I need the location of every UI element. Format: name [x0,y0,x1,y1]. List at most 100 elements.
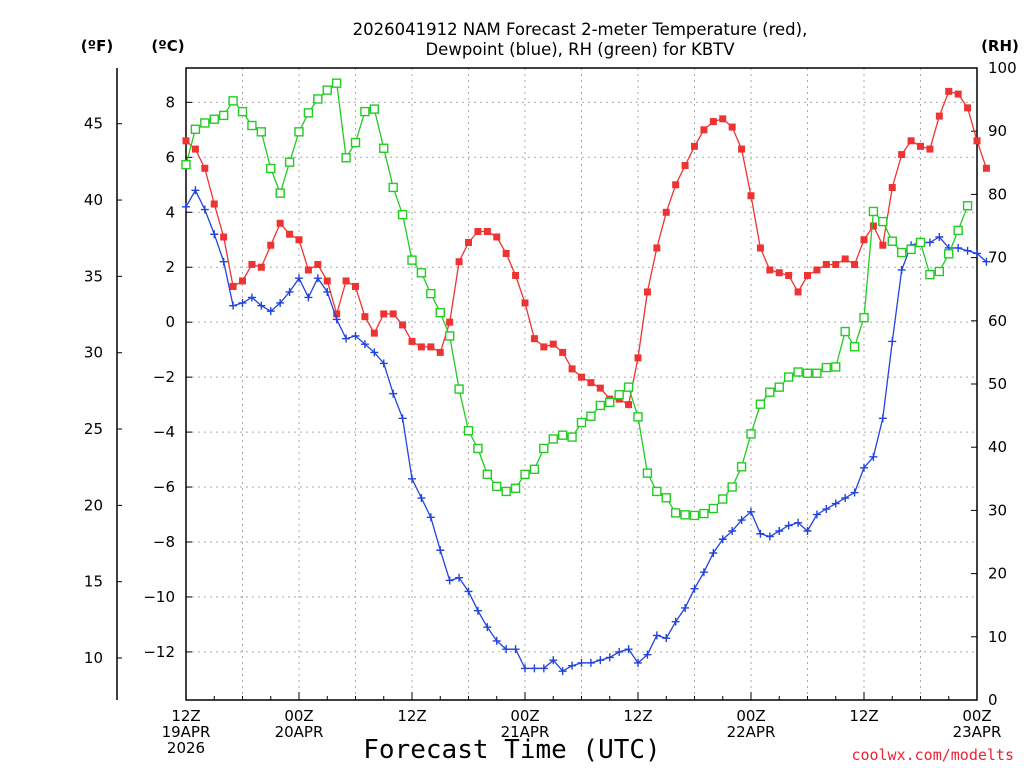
rh-point [906,244,916,255]
rh-point [953,225,963,236]
2-meter-temperature-point [182,137,190,145]
2-meter-temperature-point [775,269,783,277]
rh-tick-label: 100 [988,59,1017,77]
rh-point [774,382,784,392]
celsius-tick-label: −4 [153,423,175,441]
2-meter-temperature-point [587,379,595,387]
time-tick-label: 2026 [167,739,205,757]
dewpoint-point [737,516,746,525]
celsius-tick-label: 6 [165,148,175,166]
2-meter-temperature-point [982,164,990,172]
dewpoint-point [285,287,294,296]
dewpoint-point [869,452,878,461]
rh-point [341,153,351,163]
2-meter-temperature-point [888,184,896,192]
2-meter-temperature-point [521,299,529,307]
rh-point [765,387,775,397]
rh-point [454,384,464,394]
axes [116,67,978,701]
time-tick-label: 12Z [171,707,200,725]
2-meter-temperature-point [822,260,830,268]
dewpoint-point [831,499,840,508]
dewpoint-point [765,532,774,541]
rh-point [670,508,681,518]
dewpoint-point [521,664,529,673]
rh-point [614,390,624,400]
rh-point [501,486,511,497]
rh-point [661,493,671,503]
time-tick-label: 00Z [736,707,765,725]
rh-point [755,399,766,409]
rh-tick-label: 0 [988,691,998,709]
rh-point [859,312,869,323]
2-meter-temperature-point [738,145,746,153]
2-meter-temperature-point [257,263,265,271]
rh-point [529,464,540,475]
2-meter-temperature-point [210,200,218,208]
2-meter-temperature-point [201,164,209,172]
2-meter-temperature-point [220,233,228,241]
2-meter-temperature-point [954,90,962,98]
2-meter-temperature-point [502,249,510,257]
dewpoint-point [860,463,868,472]
dewpoint-point [784,521,793,530]
celsius-tick-label: 2 [165,258,175,276]
credit-link[interactable]: coolwx.com/modelts [851,746,1014,764]
dewpoint-point [238,298,247,307]
rh-point [708,503,719,514]
dewpoint-point [624,645,633,654]
fahrenheit-tick-label: 15 [84,573,103,591]
dewpoint-point [502,645,511,654]
series-layer [181,78,991,676]
2-meter-temperature-point [436,348,444,356]
rh-point [878,216,888,227]
2-meter-temperature-point [408,337,416,345]
2-meter-temperature-point [662,208,670,216]
dewpoint-point [643,650,652,659]
dewpoint-point [963,246,972,255]
2-meter-temperature-point [286,230,294,238]
2-meter-temperature-point [276,219,284,227]
rh-point [840,326,850,337]
tick-labels: 86420−2−4−6−8−10−12454035302520151010090… [84,59,1017,757]
dewpoint-point [464,587,473,596]
dewpoint-point [492,636,501,645]
2-meter-temperature-point [869,222,877,230]
dewpoint-point [615,647,624,656]
2-meter-temperature-point [766,266,774,274]
rh-point [190,124,201,135]
fahrenheit-tick-label: 30 [84,344,103,362]
rh-point [557,430,568,440]
2-meter-temperature-point [352,282,359,290]
2-meter-temperature-point [314,260,322,268]
2-meter-temperature-point [559,348,567,356]
2-meter-temperature-point [841,255,849,263]
rh-point [793,367,803,377]
rh-point [369,104,380,114]
rh-point [868,206,879,217]
2-meter-temperature-point [634,354,642,362]
2-meter-temperature-point [643,288,651,296]
2-meter-temperature-point [474,227,482,235]
fahrenheit-tick-label: 45 [84,115,103,133]
dewpoint-point [549,656,558,665]
dewpoint-point [690,584,699,593]
dewpoint-line [185,188,987,672]
2-meter-temperature-point [625,401,633,409]
rh-point [407,255,417,265]
rh-tick-label: 60 [988,312,1007,330]
rh-point [605,397,615,408]
2-meter-temperature-point [898,151,906,159]
rh-point [444,331,455,341]
rh-point [831,362,841,372]
2-meter-temperature-point [851,260,859,268]
rh-point [821,362,832,373]
dewpoint-point [266,307,275,316]
dewpoint-point [247,293,256,302]
rh-tick-label: 50 [988,375,1007,393]
dewpoint-point [794,518,803,527]
2-meter-temperature-point [578,373,585,381]
2-meter-temperature-point [512,271,520,279]
2-meter-temperature-point [493,233,501,241]
